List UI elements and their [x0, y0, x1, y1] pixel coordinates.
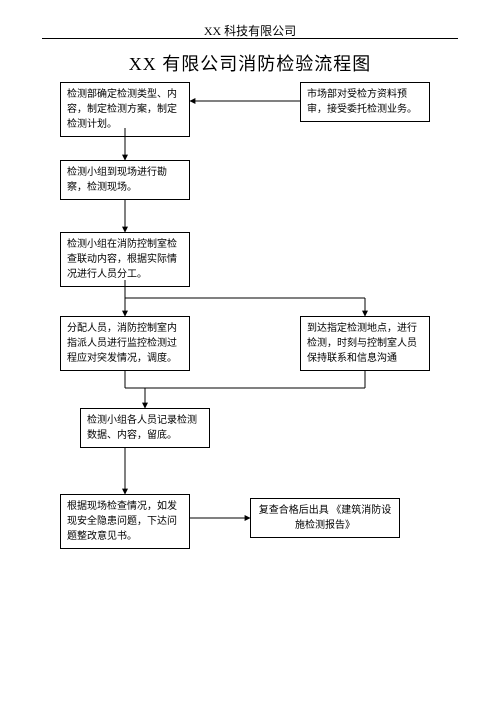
- node-survey: 检测小组到现场进行勘察，检测现场。: [60, 160, 190, 200]
- node-plan: 检测部确定检测类型、内容，制定检测方案，制定检测计划。: [60, 82, 190, 137]
- node-assign: 分配人员，消防控制室内指派人员进行监控检测过程应对突发情况，调度。: [60, 316, 190, 371]
- node-record: 检测小组各人员记录检测数据、内容，留底。: [80, 408, 210, 448]
- node-issue: 根据现场检查情况，如发现安全隐患问题，下达问题整改意见书。: [60, 494, 190, 549]
- node-onsite: 到达指定检测地点，进行检测，时刻与控制室人员保持联系和信息沟通: [300, 316, 430, 371]
- header-rule: [42, 38, 458, 39]
- node-market-review: 市场部对受检方资料预审，接受委托检测业务。: [300, 82, 430, 122]
- node-control-room: 检测小组在消防控制室检查联动内容，根据实际情况进行人员分工。: [60, 232, 190, 287]
- page-header: XX 科技有限公司: [0, 22, 500, 39]
- node-report: 复查合格后出具 《建筑消防设施检测报告》: [250, 498, 400, 538]
- page-title: XX 有限公司消防检验流程图: [0, 50, 500, 76]
